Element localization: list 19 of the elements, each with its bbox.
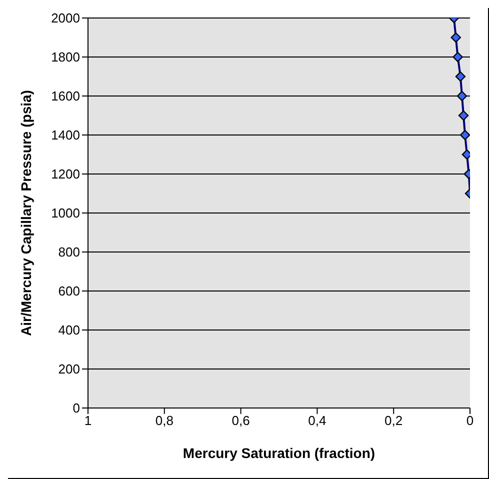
y-tick-label: 600 bbox=[58, 284, 80, 299]
x-tick-label: 0 bbox=[466, 413, 474, 428]
x-axis-title: Mercury Saturation (fraction) bbox=[182, 445, 376, 461]
y-tick-label: 200 bbox=[58, 362, 80, 377]
y-tick-label: 400 bbox=[58, 322, 80, 338]
y-tick-label: 0 bbox=[72, 400, 80, 416]
x-tick-label: 0,8 bbox=[155, 413, 174, 428]
y-axis-title: Air/Mercury Capillary Pressure (psia) bbox=[18, 90, 34, 336]
y-tick-label: 800 bbox=[58, 244, 80, 260]
y-tick-label: 2000 bbox=[51, 10, 80, 26]
x-tick-label: 0,2 bbox=[384, 413, 403, 428]
x-tick-label: 1 bbox=[84, 413, 92, 428]
x-tick-label: 0,4 bbox=[308, 413, 326, 428]
y-tick-label: 1400 bbox=[51, 128, 80, 143]
y-tick-label: 1200 bbox=[51, 166, 80, 182]
y-tick-label: 1600 bbox=[51, 88, 80, 104]
x-tick-label: 0,6 bbox=[232, 413, 250, 428]
y-tick-label: 1800 bbox=[51, 50, 80, 65]
y-tick-label: 1000 bbox=[51, 206, 80, 221]
